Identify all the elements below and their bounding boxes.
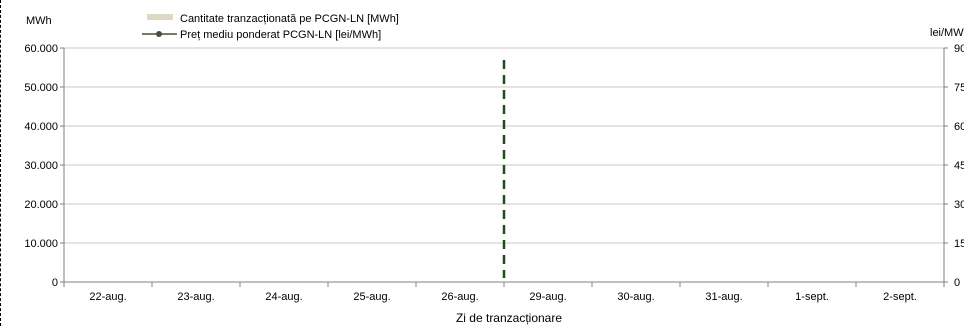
x-axis-label: Zi de tranzacționare xyxy=(456,311,562,325)
legend-swatch-line-marker xyxy=(156,31,162,37)
y-left-tick-label-0: 0 xyxy=(52,277,58,289)
y-right-tick-label-3: 45 xyxy=(954,160,964,172)
legend: Cantitate tranzacționată pe PCGN-LN [MWh… xyxy=(142,13,399,41)
y-axis-left-label: MWh xyxy=(26,15,52,27)
page-left-dashed-border xyxy=(0,0,1,326)
gridlines xyxy=(64,47,944,244)
legend-label-bar: Cantitate tranzacționată pe PCGN-LN [MWh… xyxy=(180,13,399,25)
y-left-tick-label-4: 40.000 xyxy=(24,121,58,133)
x-tick-label-4: 26-aug. xyxy=(441,291,478,303)
axes xyxy=(60,47,948,287)
x-tick-label-9: 2-sept. xyxy=(883,291,917,303)
y-right-tick-label-1: 15 xyxy=(954,238,964,250)
y-left-tick-label-1: 10.000 xyxy=(24,238,58,250)
tick-labels: 0 10.000 20.000 30.000 40.000 50.000 60.000 0 15… xyxy=(24,43,964,303)
y-right-tick-label-2: 30 xyxy=(954,199,964,211)
x-tick-label-2: 24-aug. xyxy=(265,291,302,303)
x-tick-label-7: 31-aug. xyxy=(705,291,742,303)
x-tick-label-3: 25-aug. xyxy=(353,291,390,303)
y-right-tick-label-4: 60 xyxy=(954,121,964,133)
y-right-tick-label-0: 0 xyxy=(954,277,960,289)
x-tick-label-0: 22-aug. xyxy=(89,291,126,303)
y-right-tick-label-5: 75 xyxy=(954,82,964,94)
y-right-tick-label-6: 90 xyxy=(954,43,964,55)
x-tick-label-6: 30-aug. xyxy=(617,291,654,303)
y-left-tick-label-6: 60.000 xyxy=(24,43,58,55)
y-left-tick-label-5: 50.000 xyxy=(24,82,58,94)
y-left-tick-label-2: 20.000 xyxy=(24,199,58,211)
legend-swatch-bar xyxy=(147,14,173,20)
y-axis-right-label: lei/MWh xyxy=(930,27,964,39)
x-tick-label-1: 23-aug. xyxy=(177,291,214,303)
x-tick-label-8: 1-sept. xyxy=(795,291,829,303)
x-tick-label-5: 29-aug. xyxy=(529,291,566,303)
legend-label-line: Preț mediu ponderat PCGN-LN [lei/MWh] xyxy=(180,29,381,41)
y-left-tick-label-3: 30.000 xyxy=(24,160,58,172)
